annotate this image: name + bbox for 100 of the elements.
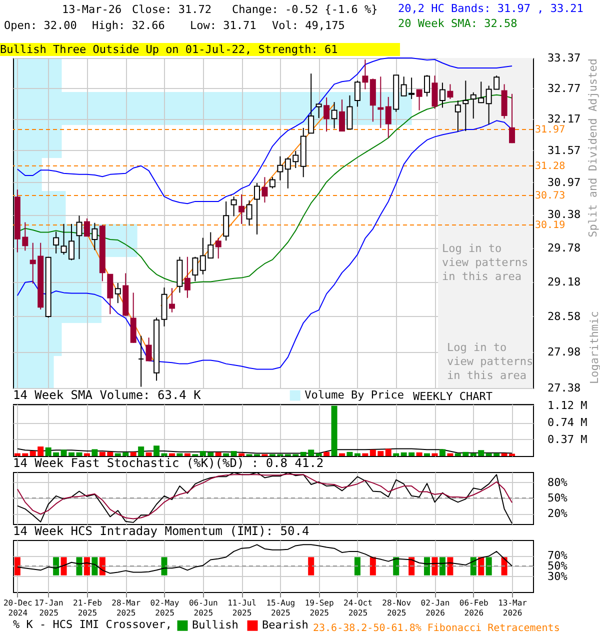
candlestick [107,274,114,315]
y-tick-label: 20% [548,507,568,520]
candlestick [76,215,82,260]
y-tick-label: 50% [548,560,568,572]
candlestick [223,200,230,242]
chart-title: 14 Week Fast Stochastic (%K)(%D) : 0.8 41.2 [13,456,324,470]
ref-line-label: 31.28 [535,160,566,172]
bar [362,453,368,456]
bar [331,406,338,456]
x-tick-label: 19-Sep 2025 [304,598,334,618]
candlestick [238,194,245,224]
candlestick [416,89,422,111]
x-tick-label: 21-Feb 2025 [73,598,102,618]
legend-label: Bearish [262,618,308,632]
y-tick-label: 0.74 M [548,416,588,430]
candlestick [454,100,461,132]
x-tick-label: 06-Feb 2026 [459,598,489,618]
y-tick-label: 80% [548,476,568,489]
candlestick [215,237,222,260]
text: Bullish Three Outside Up on 01-Jul-22, Strength: 61 [0,43,400,56]
bar [130,452,136,456]
bar [176,453,183,456]
candlestick [432,75,438,110]
y-tick-label: 29.18 [548,275,581,288]
candlestick [277,156,284,181]
text: Change: -0.52 {-1.6 %} [232,3,378,16]
legend-title: % K - HCS IMI Crossover, [13,618,172,631]
y-tick-label: 29.78 [548,241,581,254]
y-tick-label: 32.17 [548,112,581,126]
x-tick-label: 17-Jan 2025 [34,598,64,618]
x-tick-label: 02-May 2025 [150,598,180,618]
y-tick-label: 28.58 [548,310,581,323]
bar [168,453,175,456]
band-label: Log in to view patterns in this area [442,242,528,283]
candlestick [346,94,353,130]
candlestick [331,102,338,129]
candlestick [146,337,152,362]
candlestick [254,182,260,235]
bar [238,453,245,456]
candlestick [269,176,276,189]
candlestick [447,84,454,100]
candlestick [184,256,190,298]
y-tick-label: 30% [548,570,568,583]
y-tick-label: 70% [548,549,568,562]
bar [385,448,392,456]
candlestick [308,73,314,134]
bar [138,446,144,456]
bar [354,453,360,456]
candlestick [192,256,198,282]
text: Logarithmic [588,311,600,384]
bar [184,453,190,456]
bar [230,451,237,456]
text: Close: 31.72 [132,3,212,16]
bar [424,453,430,456]
x-tick-label: 13-Mar 2026 [498,598,528,618]
text: 20 Week SMA: 32.58 [398,17,518,30]
bar [92,449,98,456]
y-tick-label: 30.38 [548,208,581,222]
candlestick [168,288,175,313]
bar [346,452,353,456]
x-tick-label: 02-Jan 2026 [420,598,450,618]
text: Open: 32.00 [4,19,77,32]
text: 13-Mar-26 [62,3,122,16]
bar [316,453,322,456]
x-tick-label: 06-Jun 2025 [188,598,218,618]
candlestick [385,96,392,138]
candlestick [84,218,90,237]
candlestick [339,99,345,132]
bar [439,449,446,456]
candlestick [114,282,121,304]
bar [84,453,90,456]
legend-label: Bullish [192,618,238,632]
candlestick [378,76,384,128]
bar [432,453,438,456]
x-tick-label: 20-Dec 2024 [3,598,33,618]
text: Low: 31.71 [190,19,256,32]
x-tick-label: 15-Aug 2025 [266,598,296,618]
candlestick [138,335,144,388]
y-tick-label: 27.38 [548,382,581,394]
y-tick-label: 0.37 M [548,432,588,446]
y-tick-label: 33.37 [548,52,581,64]
candlestick [92,222,98,251]
candlestick [439,82,446,108]
candlestick [324,96,330,132]
x-tick-label: 28-Nov 2025 [382,598,412,618]
y-axis-title: Split and Dividend Adjusted [586,58,600,238]
x-tick-label: 28-Mar 2025 [112,598,141,618]
candlestick [316,103,322,119]
candlestick [509,93,516,144]
y-tick-label: 31.57 [548,144,581,157]
bar [416,452,422,456]
y-tick-label: 50% [548,492,568,504]
bar [393,453,400,456]
text: High: 32.66 [92,19,165,32]
bar [146,452,152,456]
bar [215,452,222,456]
x-tick-label: 24-Oct 2025 [344,598,373,618]
text: 20,2 HC Bands: 31.97 , 33.21 [398,2,584,15]
bar [161,453,168,456]
annotation: Log in to view patterns in this area [447,341,534,382]
